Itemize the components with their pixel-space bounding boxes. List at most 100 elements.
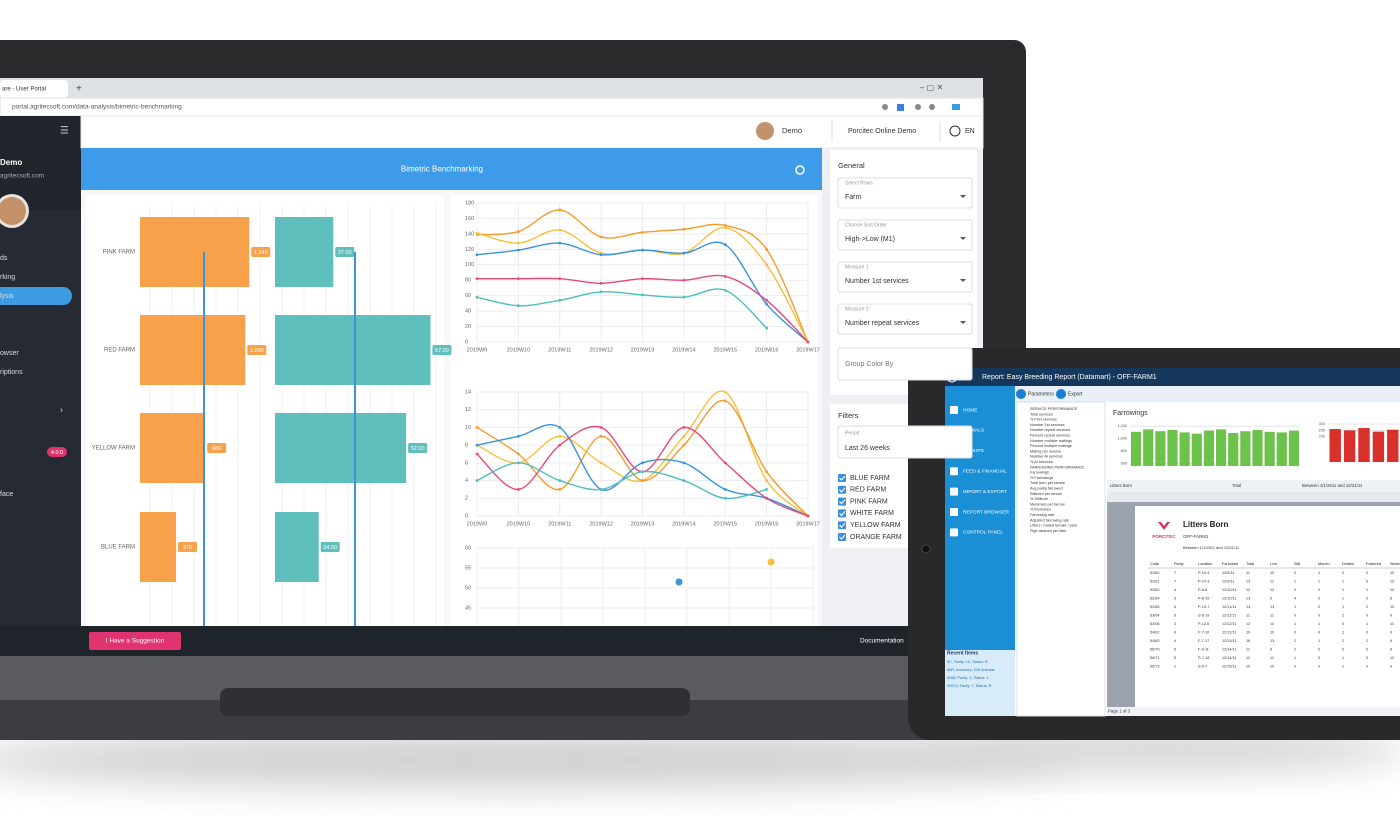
point [475,479,479,482]
toolbar-icon[interactable] [1016,389,1026,399]
report-subtitle: OFF-FARM1 [1183,534,1209,539]
checkbox[interactable] [838,485,846,494]
suggestion-button[interactable] [89,632,181,650]
toolbar-icon[interactable] [1056,389,1066,399]
point [558,228,562,232]
sidebar-email: agritecsoft.com [0,173,44,180]
tab-title: are - User Portal [2,87,46,93]
column-header: Total [1246,562,1254,566]
nav-icon[interactable] [950,446,958,455]
page-title: Bimetric Benchmarking [401,165,483,174]
cell: 10 [1270,622,1274,626]
cell: 12/10/11 [1222,597,1237,601]
point [806,514,810,518]
dropdown[interactable] [837,425,973,459]
tree-item: Number 1st services [1030,423,1065,427]
dropdown[interactable] [837,219,973,251]
menu-icon[interactable]: ☰ [60,126,69,137]
checkbox[interactable] [838,533,846,541]
cell: 1 [1342,605,1344,609]
cell: 13 [1246,597,1250,601]
cell: 12 [1246,622,1250,626]
cell: 10 [1246,665,1250,669]
value-label: 376 [183,545,192,551]
recent-title: Recent Items [947,650,978,656]
tab[interactable] [0,80,68,98]
y-tick-label: 160 [465,216,474,222]
tree-item: Percent multiple matings [1030,444,1072,448]
globe-icon[interactable] [949,125,961,137]
header-avatar[interactable] [756,122,774,140]
dropdown[interactable] [837,261,973,293]
cell: 10 [1246,631,1250,635]
point [475,443,479,447]
extension-icon[interactable] [929,104,935,110]
settings-icon[interactable] [795,165,805,175]
value-label-box [178,542,198,552]
cell: 11 [1246,614,1250,618]
cell: 2 [1294,648,1296,652]
checkbox[interactable] [838,509,846,518]
point [641,470,644,474]
tablet-title: Report: Easy Breeding Report (Datamart) … [982,374,1157,381]
extension-icon[interactable] [882,104,888,110]
report-page [1135,506,1400,707]
cell: 52/65 [1150,605,1160,609]
dropdown[interactable] [837,303,973,335]
extension-icon[interactable] [915,104,921,110]
cell: 9 [1390,631,1392,635]
x-tick-label: 2019W10 [507,347,531,353]
point [682,461,686,465]
cell: 12/9/11 [1222,571,1234,575]
y-tick-label: 80 [465,278,471,284]
cell: 1 [1174,665,1176,669]
point [767,558,775,566]
checkbox[interactable] [838,521,846,530]
point [516,304,520,308]
field-label: Measure 2 [845,306,869,312]
point [723,226,727,230]
point [682,227,686,231]
y-tick-label: 10 [465,425,471,431]
nav-icon[interactable] [950,406,958,414]
field-value: Last 26 weeks [845,445,890,452]
recent-panel [945,650,1015,716]
window-controls[interactable]: – ▢ ✕ [920,83,943,92]
tree-item: % AI services [1030,460,1053,464]
cell: 11 [1246,571,1250,575]
tree-item: Mummies per farrow [1030,502,1065,506]
extension-icon[interactable] [897,104,904,111]
cell: 12 [1270,588,1274,592]
y-tick-label: 0 [465,339,468,345]
tree-item: Adjusted farrowing rate [1030,518,1069,522]
x-tick-label: 2019W11 [548,347,571,353]
y-tick-label: 120 [465,247,474,253]
chevron[interactable]: › [60,404,63,414]
cell: 11 [1270,580,1274,584]
checkbox[interactable] [838,474,846,482]
x-tick-label: 2019W16 [755,521,779,527]
x-tick-label: 2019W14 [672,521,696,527]
nav-icon[interactable] [950,508,958,516]
cell: P-10-3 [1198,580,1209,584]
bar [275,315,431,385]
cell: 4 [1174,588,1176,592]
nav-icon[interactable] [950,467,958,476]
nav-icon[interactable] [950,487,958,496]
cell: 2 [1342,614,1344,618]
column-header: Farrowed [1222,562,1238,566]
cell: 1 [1366,622,1368,626]
checkbox[interactable] [838,497,846,506]
column-header: Mumm. [1318,562,1331,566]
extension-icon[interactable] [952,104,960,110]
point [475,426,479,429]
bar [1191,433,1202,466]
value-label-box [408,443,428,453]
value-label: 52.00 [411,446,425,452]
dropdown[interactable] [837,347,973,381]
new-tab[interactable]: + [76,84,82,95]
nav-icon[interactable] [950,426,958,435]
category-label: RED FARM [104,348,135,354]
dropdown[interactable] [837,177,973,209]
nav-icon[interactable] [950,528,958,537]
